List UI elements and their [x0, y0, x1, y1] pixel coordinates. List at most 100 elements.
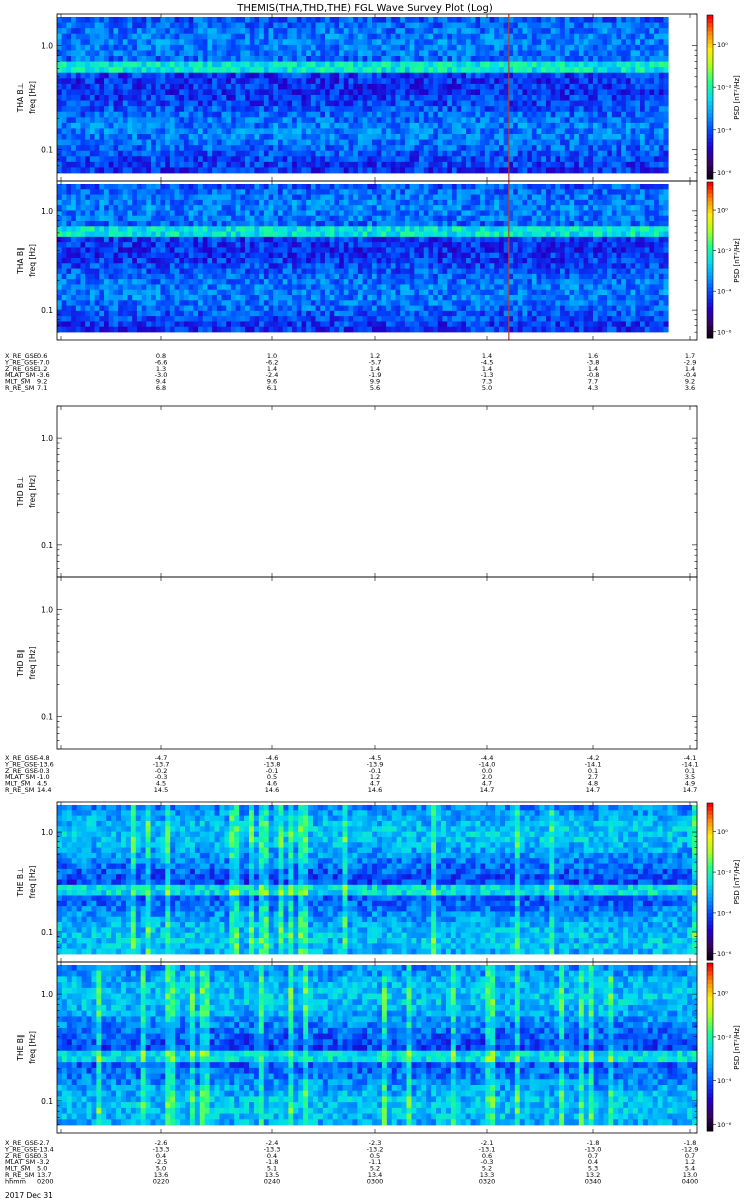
colorbar-label: PSD [nT²/Hz]: [733, 75, 741, 120]
ephemeris-value: 3.5: [685, 773, 695, 781]
ephemeris-value: 4.7: [482, 780, 492, 788]
ephemeris-value: -13.1: [479, 1145, 496, 1153]
ephemeris-value: -0.8: [587, 371, 600, 379]
ephemeris-value: -1.0: [37, 773, 50, 781]
ephemeris-value: 5.0: [37, 1165, 47, 1173]
ephemeris-value: 7.1: [37, 384, 47, 392]
ephemeris-row-name: MLT_SM: [5, 780, 30, 788]
ephemeris-value: 0.6: [482, 1152, 492, 1160]
ephemeris-value: -3.2: [37, 1158, 50, 1166]
colorbar-tha-bpar: 10⁰ 10⁻² 10⁻⁴ 10⁻⁶ PSD [nT²/Hz]: [706, 181, 741, 339]
panel-label: THD B∥: [16, 649, 25, 677]
ephemeris-value: 1.4: [267, 365, 277, 373]
ephemeris-value: -12.9: [682, 1145, 699, 1153]
ephemeris-value: -4.2: [587, 754, 600, 762]
ephemeris-value: -1.8: [266, 1158, 279, 1166]
ephemeris-value: -13.9: [367, 760, 384, 768]
ephemeris-value: -2.6: [155, 1139, 168, 1147]
ephemeris-value: 3.6: [685, 384, 695, 392]
panel-the-bperp: 10⁰ 10⁻² 10⁻⁴ 10⁻⁶ PSD [nT²/Hz] 1.0 0.1 THE B⊥ f…: [16, 801, 741, 963]
ephemeris-value: 14.7: [586, 786, 600, 794]
ephemeris-value: 14.5: [154, 786, 168, 794]
ephemeris-value: 5.1: [267, 1165, 277, 1173]
y-tick-label: 0.1: [41, 146, 53, 155]
panel-label: THE B⊥: [16, 867, 25, 897]
ephemeris-value: 0.8: [156, 352, 166, 360]
ephemeris-value: -4.5: [481, 358, 494, 366]
ephemeris-value: -2.9: [684, 358, 697, 366]
ephemeris-value: -2.7: [37, 1139, 50, 1147]
ephemeris-value: -13.3: [264, 1145, 281, 1153]
colorbar-tick: 10⁻⁶: [717, 169, 732, 177]
ephemeris-value: 2.7: [588, 773, 598, 781]
ephemeris-layer: X_RE_GSE 0.6 0.8 1.0 1.2 1.4 1.6 1.7Y_RE_GSE -7.…: [4, 352, 698, 1185]
ephemeris-value: -13.8: [264, 760, 281, 768]
ephemeris-value: -4.5: [369, 754, 382, 762]
y-axis-label: freq [Hz]: [28, 475, 37, 508]
ephemeris-value: 1.2: [37, 365, 47, 373]
ephemeris-value: 5.2: [370, 1165, 380, 1173]
ephemeris-value: 0.4: [588, 1158, 598, 1166]
y-tick-label: 0.1: [41, 713, 53, 722]
y-tick-label: 1.0: [41, 434, 53, 443]
ephemeris-value: 13.6: [154, 1171, 168, 1179]
ephemeris-value: 9.2: [685, 378, 695, 386]
colorbar-tick: 10⁻²: [717, 247, 732, 255]
ephemeris-value: 5.4: [685, 1165, 695, 1173]
panel-label: THA B∥: [16, 247, 25, 275]
colorbar-label: PSD [nT²/Hz]: [733, 1025, 741, 1070]
ephemeris-value: -1.9: [369, 371, 382, 379]
ephemeris-value: 6.1: [267, 384, 277, 392]
colorbar-tick: 10⁰: [717, 207, 728, 215]
ephemeris-value: -1.3: [481, 371, 494, 379]
ephemeris-value: -1.8: [684, 1139, 697, 1147]
ephemeris-value: 9.6: [267, 378, 277, 386]
colorbar-tick: 10⁻²: [717, 1033, 732, 1041]
ephemeris-row-name: Y_RE_GSE: [4, 760, 37, 768]
ephemeris-value: -0.3: [481, 1158, 494, 1166]
ephemeris-value: -3.6: [37, 371, 50, 379]
plot-title: THEMIS(THA,THD,THE) FGL Wave Survey Plot…: [236, 3, 493, 14]
ephemeris-value: -4.6: [266, 754, 279, 762]
y-tick-label: 1.0: [41, 605, 53, 614]
ephemeris-value: -5.7: [369, 358, 382, 366]
ephemeris-value: 14.6: [368, 786, 382, 794]
y-tick-label: 0.1: [41, 541, 53, 550]
ephemeris-value: 0.5: [267, 773, 277, 781]
y-tick-label: 1.0: [41, 828, 53, 837]
ephemeris-value: 4.6: [267, 780, 277, 788]
ephemeris-row-name: X_RE_GSE: [5, 352, 38, 360]
spectrogram-the-bpar: [57, 965, 698, 1126]
ephemeris-value: 1.2: [370, 352, 380, 360]
ephemeris-value: 13.4: [368, 1171, 382, 1179]
ephemeris-value: 13.5: [265, 1171, 279, 1179]
colorbar-tick: 10⁻⁶: [717, 950, 732, 958]
ephemeris-value: 0400: [682, 1177, 699, 1185]
colorbar-the-bpar: 10⁰ 10⁻² 10⁻⁴ 10⁻⁶ PSD [nT²/Hz]: [706, 962, 741, 1132]
ephemeris-row-name: MLAT_SM: [5, 773, 35, 781]
ephemeris-value: -2.1: [481, 1139, 494, 1147]
ephemeris-value: -14.0: [479, 760, 496, 768]
panel-label: THA B⊥: [16, 83, 25, 113]
ephemeris-row-name: MLT_SM: [5, 378, 30, 386]
ephemeris-row-name: hhmm: [5, 1177, 26, 1185]
colorbar-tick: 10⁻⁶: [717, 1121, 732, 1129]
ephemeris-value: 0300: [367, 1177, 384, 1185]
ephemeris-value: 0320: [479, 1177, 496, 1185]
ephemeris-value: -3.8: [587, 358, 600, 366]
ephemeris-value: 4.3: [588, 384, 598, 392]
ephemeris-row-name: MLAT_SM: [5, 1158, 35, 1166]
ephemeris-value: 14.7: [683, 786, 697, 794]
ephemeris-value: -7.0: [37, 358, 50, 366]
ephemeris-value: -1.1: [369, 1158, 382, 1166]
ephemeris-value: 1.6: [588, 352, 598, 360]
ephemeris-value: 9.4: [156, 378, 166, 386]
ephemeris-value: -14.1: [585, 760, 602, 768]
ephemeris-value: -13.2: [367, 1145, 384, 1153]
ephemeris-value: -2.4: [266, 1139, 279, 1147]
ephemeris-value: 9.9: [370, 378, 380, 386]
ephemeris-thd: X_RE_GSE -4.8 -4.7 -4.6 -4.5 -4.4 -4.2 -4.1 Y_RE…: [4, 754, 698, 794]
ephemeris-value: 13.3: [480, 1171, 494, 1179]
ephemeris-value: 1.4: [370, 365, 380, 373]
